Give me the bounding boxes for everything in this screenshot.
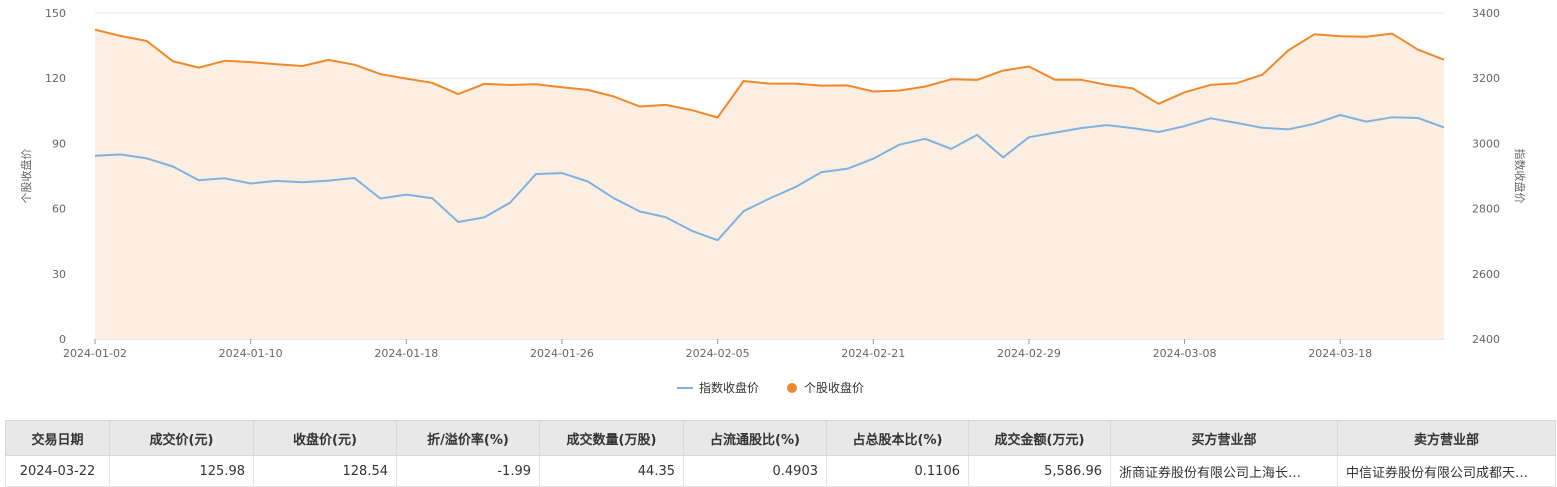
x-tick-label: 2024-01-18 [374,347,438,360]
y-right-tick-label: 3000 [1472,137,1500,150]
legend-index-label: 指数收盘价 [699,380,759,395]
cell-float-ratio: 0.4903 [683,455,827,487]
x-tick-label: 2024-02-29 [997,347,1061,360]
chart-area: 0 30 60 90 120 150 2400 2600 2800 3000 3200 3400 个股收… [19,7,1527,395]
y-right-tick-label: 2600 [1472,268,1500,281]
trade-table: 交易日期 成交价(元) 收盘价(元) 折/溢价率(%) 成交数量(万股) 占流通… [5,420,1556,487]
x-tick-label: 2024-03-18 [1308,347,1372,360]
col-header-deal-price[interactable]: 成交价(元) [109,420,254,456]
x-tick-label: 2024-01-10 [219,347,283,360]
x-tick-label: 2024-03-08 [1153,347,1217,360]
cell-close-price: 128.54 [253,455,397,487]
col-header-date[interactable]: 交易日期 [5,420,110,456]
col-header-volume[interactable]: 成交数量(万股) [539,420,684,456]
y-right-tick-label: 2400 [1472,333,1500,346]
stock-area-fill [95,29,1444,339]
cell-buyer[interactable]: 浙商证券股份有限公司上海长… [1110,455,1338,487]
cell-deal-price: 125.98 [109,455,254,487]
axes: 0 30 60 90 120 150 2400 2600 2800 3000 3200 3400 个股收… [19,7,1527,360]
table-header-row: 交易日期 成交价(元) 收盘价(元) 折/溢价率(%) 成交数量(万股) 占流通… [5,420,1556,456]
x-tick-label: 2024-02-21 [841,347,905,360]
y-right-axis-title: 指数收盘价 [1513,149,1527,204]
series-lines [94,28,1445,242]
y-left-tick-label: 0 [59,333,66,346]
y-left-tick-label: 30 [52,268,66,281]
index-close-line [94,114,1445,242]
y-right-tick-label: 2800 [1472,203,1500,216]
col-header-seller[interactable]: 卖方营业部 [1337,420,1556,456]
col-header-amount[interactable]: 成交金额(万元) [968,420,1111,456]
cell-amount: 5,586.96 [968,455,1111,487]
col-header-buyer[interactable]: 买方营业部 [1110,420,1338,456]
y-left-tick-label: 150 [45,7,66,20]
cell-total-ratio: 0.1106 [826,455,969,487]
stock-close-line [94,28,1445,119]
legend-stock-dot-icon [787,383,797,393]
line-chart: 0 30 60 90 120 150 2400 2600 2800 3000 3200 3400 个股收… [19,7,1527,395]
cell-premium-rate: -1.99 [396,455,540,487]
x-tick-label: 2024-01-26 [530,347,594,360]
x-tick-label: 2024-02-05 [686,347,750,360]
cell-date: 2024-03-22 [5,455,110,487]
y-left-tick-label: 60 [52,203,66,216]
col-header-float-ratio[interactable]: 占流通股比(%) [683,420,827,456]
y-left-tick-label: 90 [52,137,66,150]
y-left-axis-title: 个股收盘价 [19,149,33,204]
x-tick-label: 2024-01-02 [63,347,127,360]
col-header-close-price[interactable]: 收盘价(元) [253,420,397,456]
col-header-total-ratio[interactable]: 占总股本比(%) [826,420,969,456]
table-row[interactable]: 2024-03-22 125.98 128.54 -1.99 44.35 0.4… [5,455,1556,487]
col-header-premium-rate[interactable]: 折/溢价率(%) [396,420,540,456]
legend-stock-label: 个股收盘价 [804,380,864,395]
stock-area-layer [95,29,1444,339]
cell-seller[interactable]: 中信证券股份有限公司成都天… [1337,455,1556,487]
cell-volume: 44.35 [539,455,684,487]
y-right-tick-label: 3400 [1472,7,1500,20]
legend[interactable]: 指数收盘价 个股收盘价 [677,380,864,395]
y-right-tick-label: 3200 [1472,72,1500,85]
y-left-tick-label: 120 [45,72,66,85]
